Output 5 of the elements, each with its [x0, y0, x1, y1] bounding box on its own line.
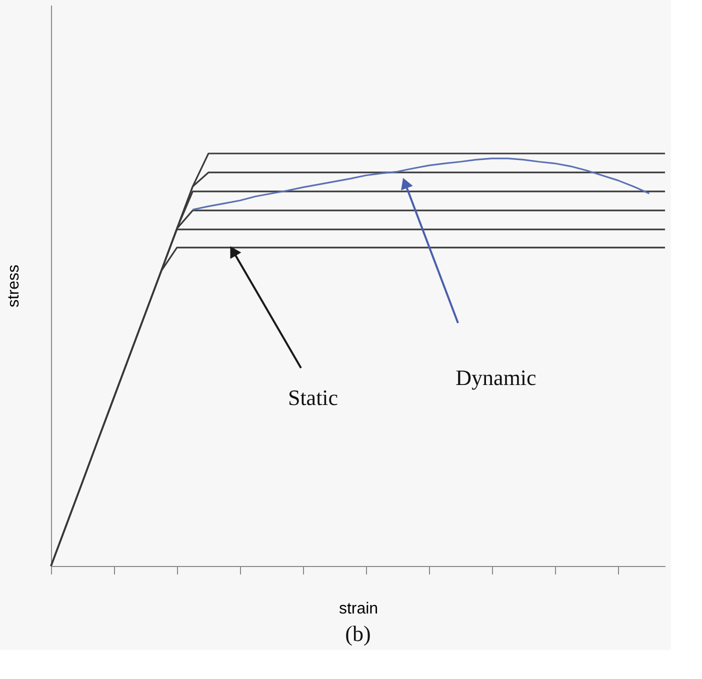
text: (b) [345, 621, 371, 646]
x-axis-title: strain [338, 600, 378, 618]
y-axis-title: stress [6, 264, 22, 308]
annotation: Dynamic [456, 365, 537, 390]
annotation: Static [288, 385, 338, 410]
